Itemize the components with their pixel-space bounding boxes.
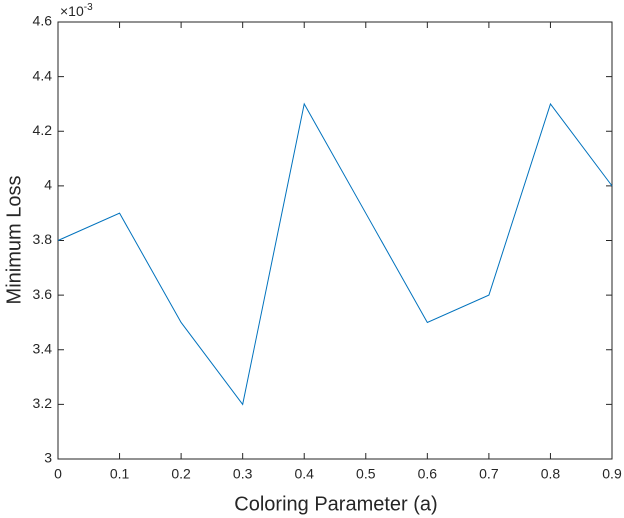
y-axis-title: Minimum Loss	[3, 176, 25, 305]
x-tick-label: 0.7	[479, 466, 499, 482]
x-tick-label: 0.2	[171, 466, 191, 482]
y-tick-label: 4.4	[33, 67, 53, 83]
x-tick-label: 0.6	[418, 466, 438, 482]
x-tick-label: 0.9	[602, 466, 622, 482]
y-exponent-base: ×10	[60, 3, 84, 19]
line	[57, 102, 613, 406]
y-tick-label: 4.6	[33, 13, 53, 29]
y-tick-label: 4	[44, 177, 52, 193]
y-exponent: ×10-3	[60, 2, 93, 19]
x-tick-label: 0	[54, 466, 62, 482]
y-tick-label: 3.4	[33, 340, 53, 356]
y-tick-label: 4.2	[33, 122, 53, 138]
y-tick-label: 3.2	[33, 395, 53, 411]
x-tick-label: 0.1	[110, 466, 130, 482]
x-tick-label: 0.3	[233, 466, 253, 482]
y-tick-label: 3.6	[33, 286, 53, 302]
y-exponent-power: -3	[84, 2, 93, 13]
y-tick-label: 3	[44, 450, 52, 466]
y-tick-label: 3.8	[33, 231, 53, 247]
plot-frame	[57, 21, 613, 460]
x-tick-label: 0.4	[294, 466, 314, 482]
x-tick-label: 0.5	[356, 466, 376, 482]
x-axis-title: Coloring Parameter (a)	[234, 493, 437, 515]
x-tick-label: 0.8	[541, 466, 561, 482]
